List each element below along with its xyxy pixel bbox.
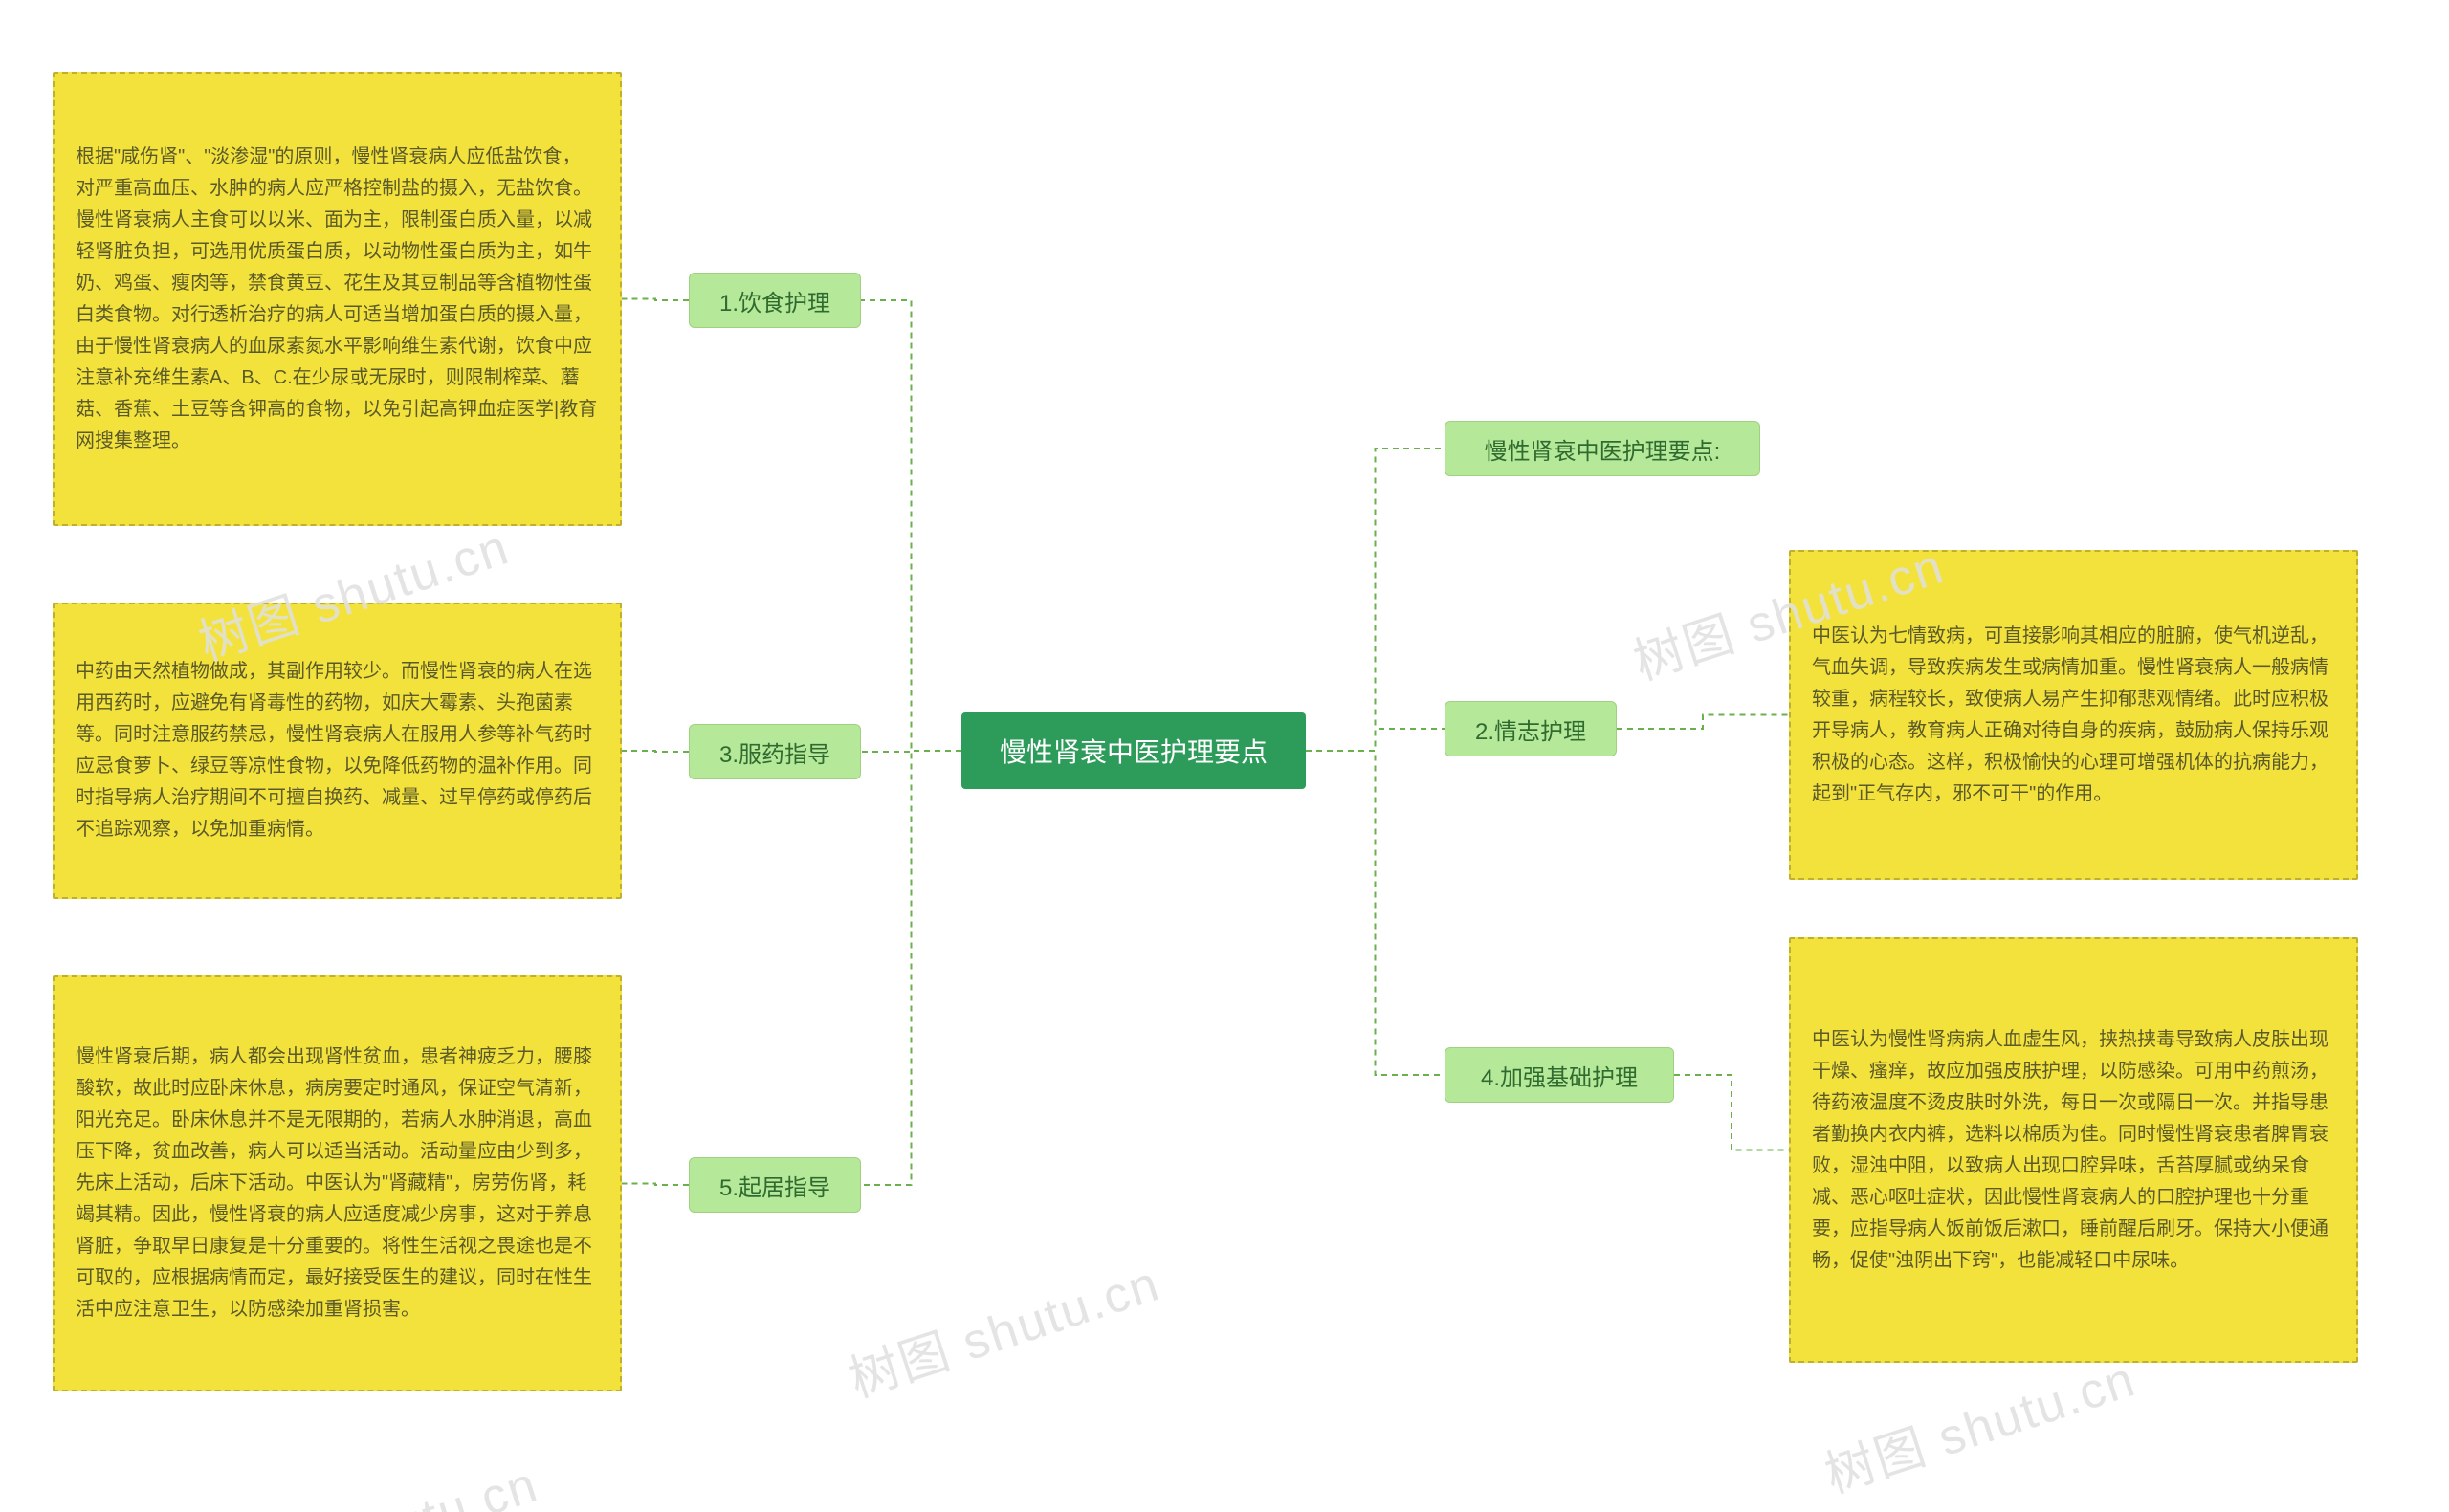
branch-node: 5.起居指导: [689, 1157, 861, 1213]
leaf-text: 中药由天然植物做成，其副作用较少。而慢性肾衰的病人在选用西药时，应避免有肾毒性的…: [76, 656, 599, 845]
watermark: 树图 shutu.cn: [1815, 1339, 2144, 1506]
branch-label: 1.饮食护理: [719, 284, 830, 318]
branch-label: 慢性肾衰中医护理要点:: [1485, 432, 1721, 466]
leaf-node: 根据"咸伤肾"、"淡渗湿"的原则，慢性肾衰病人应低盐饮食，对严重高血压、水肿的病…: [53, 72, 622, 526]
watermark: 树图 shutu.cn: [839, 1243, 1168, 1411]
center-node-label: 慢性肾衰中医护理要点: [1000, 732, 1268, 770]
leaf-text: 根据"咸伤肾"、"淡渗湿"的原则，慢性肾衰病人应低盐饮食，对严重高血压、水肿的病…: [76, 142, 599, 457]
center-node: 慢性肾衰中医护理要点: [961, 712, 1306, 789]
branch-label: 2.情志护理: [1475, 712, 1586, 746]
leaf-node: 中医认为慢性肾病病人血虚生风，挟热挟毒导致病人皮肤出现干燥、瘙痒，故应加强皮肤护…: [1789, 937, 2358, 1363]
leaf-node: 慢性肾衰后期，病人都会出现肾性贫血，患者神疲乏力，腰膝酸软，故此时应卧床休息，病…: [53, 975, 622, 1391]
branch-label: 5.起居指导: [719, 1169, 830, 1202]
branch-label: 3.服药指导: [719, 735, 830, 769]
watermark: 树图 shutu.cn: [217, 1444, 546, 1512]
branch-node: 1.饮食护理: [689, 273, 861, 328]
branch-node: 4.加强基础护理: [1445, 1047, 1674, 1103]
leaf-text: 慢性肾衰后期，病人都会出现肾性贫血，患者神疲乏力，腰膝酸软，故此时应卧床休息，病…: [76, 1041, 599, 1326]
leaf-node: 中医认为七情致病，可直接影响其相应的脏腑，使气机逆乱，气血失调，导致疾病发生或病…: [1789, 550, 2358, 880]
branch-node: 2.情志护理: [1445, 701, 1617, 756]
leaf-text: 中医认为慢性肾病病人血虚生风，挟热挟毒导致病人皮肤出现干燥、瘙痒，故应加强皮肤护…: [1812, 1024, 2335, 1277]
branch-node: 3.服药指导: [689, 724, 861, 779]
leaf-node: 中药由天然植物做成，其副作用较少。而慢性肾衰的病人在选用西药时，应避免有肾毒性的…: [53, 603, 622, 899]
branch-node: 慢性肾衰中医护理要点:: [1445, 421, 1760, 476]
branch-label: 4.加强基础护理: [1481, 1059, 1638, 1092]
leaf-text: 中医认为七情致病，可直接影响其相应的脏腑，使气机逆乱，气血失调，导致疾病发生或病…: [1812, 621, 2335, 810]
